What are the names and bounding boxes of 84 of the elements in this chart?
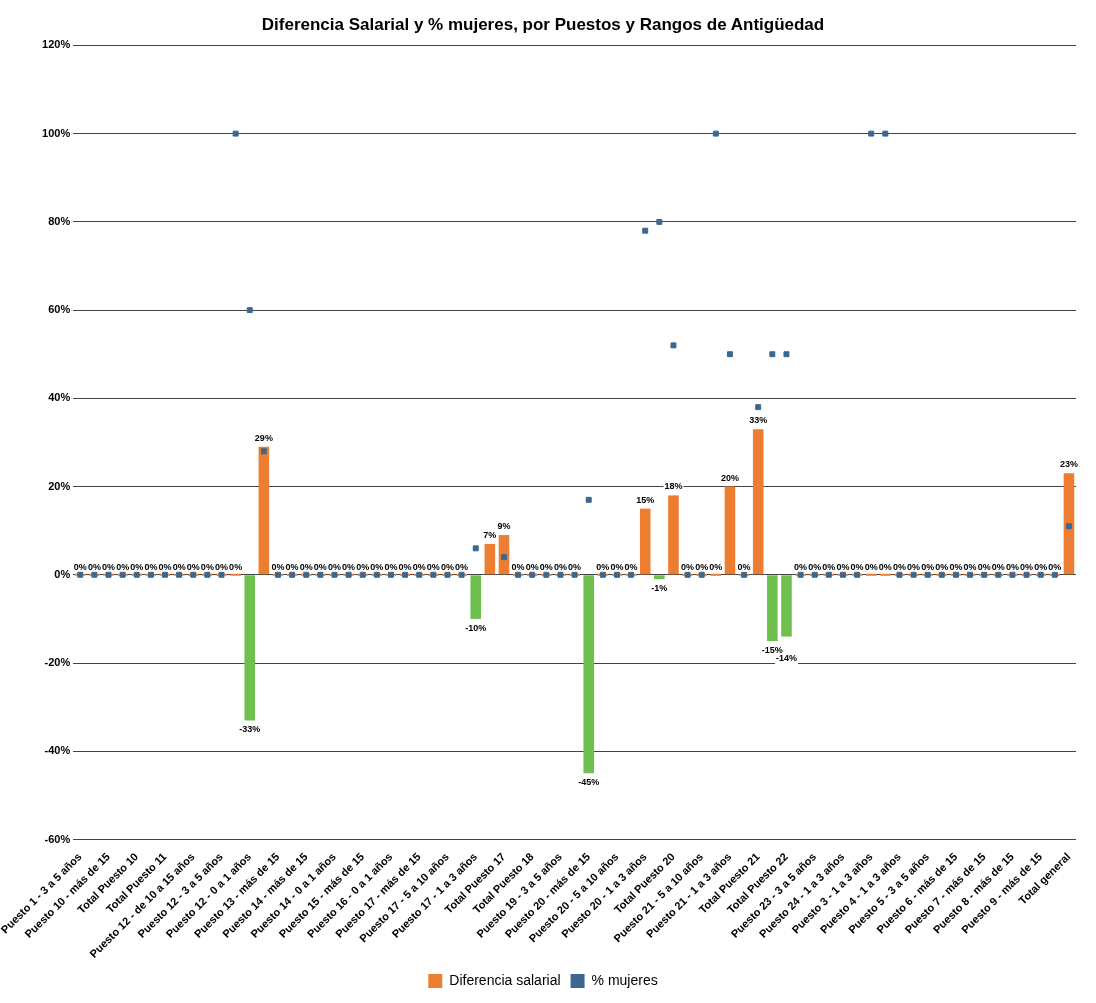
data-label: 0% bbox=[921, 561, 935, 572]
data-label: 0% bbox=[553, 561, 567, 572]
data-label: 0% bbox=[398, 561, 412, 572]
data-label: -10% bbox=[465, 622, 487, 633]
y-tick-label: 80% bbox=[48, 214, 71, 227]
data-label: 9% bbox=[497, 521, 511, 532]
data-label: 0% bbox=[158, 561, 172, 572]
y-tick-label: 100% bbox=[42, 126, 71, 139]
data-label: 0% bbox=[681, 561, 695, 572]
data-label: 0% bbox=[327, 561, 341, 572]
data-label: 0% bbox=[1020, 561, 1034, 572]
data-label: 0% bbox=[822, 561, 836, 572]
data-label: 23% bbox=[1059, 459, 1078, 470]
data-label: 0% bbox=[299, 561, 313, 572]
data-label: 0% bbox=[737, 561, 751, 572]
y-tick-label: 40% bbox=[48, 391, 71, 404]
data-label: 0% bbox=[878, 561, 892, 572]
data-label: 0% bbox=[511, 561, 525, 572]
data-label: 0% bbox=[892, 561, 906, 572]
y-tick-label: -20% bbox=[44, 656, 71, 669]
data-label: 0% bbox=[342, 561, 356, 572]
data-label: 7% bbox=[483, 529, 497, 540]
data-label: 0% bbox=[935, 561, 949, 572]
data-label: 0% bbox=[384, 561, 398, 572]
data-label: 0% bbox=[963, 561, 977, 572]
data-label: -14% bbox=[775, 652, 797, 663]
data-label: 0% bbox=[991, 561, 1005, 572]
y-tick-label: -60% bbox=[44, 832, 71, 845]
data-label: 0% bbox=[87, 561, 101, 572]
data-label: 0% bbox=[440, 561, 454, 572]
chart-title: Diferencia Salarial y % mujeres, por Puestos y Rangos de Antigüedad bbox=[261, 14, 825, 34]
data-label: 0% bbox=[370, 561, 384, 572]
data-label: -15% bbox=[761, 644, 783, 655]
data-label: 0% bbox=[229, 561, 243, 572]
data-label: 0% bbox=[356, 561, 370, 572]
data-label: 0% bbox=[313, 561, 327, 572]
data-label: 0% bbox=[271, 561, 285, 572]
data-label: 0% bbox=[285, 561, 299, 572]
data-label: -1% bbox=[651, 583, 668, 594]
data-label: 20% bbox=[720, 472, 739, 483]
data-label: 0% bbox=[808, 561, 822, 572]
data-label: -45% bbox=[578, 777, 600, 788]
data-label: 0% bbox=[130, 561, 144, 572]
data-label: 0% bbox=[73, 561, 87, 572]
legend-label: % mujeres bbox=[591, 971, 658, 988]
data-label: 0% bbox=[568, 561, 582, 572]
y-tick-label: -40% bbox=[44, 744, 71, 757]
data-label: 0% bbox=[412, 561, 426, 572]
data-label: 0% bbox=[426, 561, 440, 572]
y-tick-label: 60% bbox=[48, 303, 71, 316]
data-label: 15% bbox=[636, 494, 655, 505]
data-label: 0% bbox=[709, 561, 723, 572]
data-label: 0% bbox=[102, 561, 116, 572]
data-label: 0% bbox=[539, 561, 553, 572]
data-label: 0% bbox=[1048, 561, 1062, 572]
data-label: 0% bbox=[624, 561, 638, 572]
legend-label: Diferencia salarial bbox=[449, 971, 561, 988]
data-label: -33% bbox=[239, 724, 261, 735]
data-label: 0% bbox=[864, 561, 878, 572]
data-label: 0% bbox=[949, 561, 963, 572]
data-label: 0% bbox=[836, 561, 850, 572]
data-label: 0% bbox=[850, 561, 864, 572]
data-label: 0% bbox=[596, 561, 610, 572]
data-label: 0% bbox=[172, 561, 186, 572]
data-label: 0% bbox=[525, 561, 539, 572]
data-label: 33% bbox=[749, 415, 768, 426]
y-tick-label: 20% bbox=[48, 479, 71, 492]
data-label: 0% bbox=[214, 561, 228, 572]
data-label: 0% bbox=[695, 561, 709, 572]
data-label: 0% bbox=[144, 561, 158, 572]
data-label: 0% bbox=[610, 561, 624, 572]
data-label: 0% bbox=[186, 561, 200, 572]
y-tick-label: 120% bbox=[42, 38, 71, 51]
data-label: 0% bbox=[1005, 561, 1019, 572]
data-label: 0% bbox=[794, 561, 808, 572]
y-tick-label: 0% bbox=[54, 567, 71, 580]
data-label: 0% bbox=[200, 561, 214, 572]
data-label: 0% bbox=[977, 561, 991, 572]
data-label: 18% bbox=[664, 481, 683, 492]
data-label: 0% bbox=[116, 561, 130, 572]
data-label: 0% bbox=[907, 561, 921, 572]
data-label: 0% bbox=[1034, 561, 1048, 572]
data-label: 0% bbox=[455, 561, 469, 572]
data-label: 29% bbox=[254, 432, 273, 443]
